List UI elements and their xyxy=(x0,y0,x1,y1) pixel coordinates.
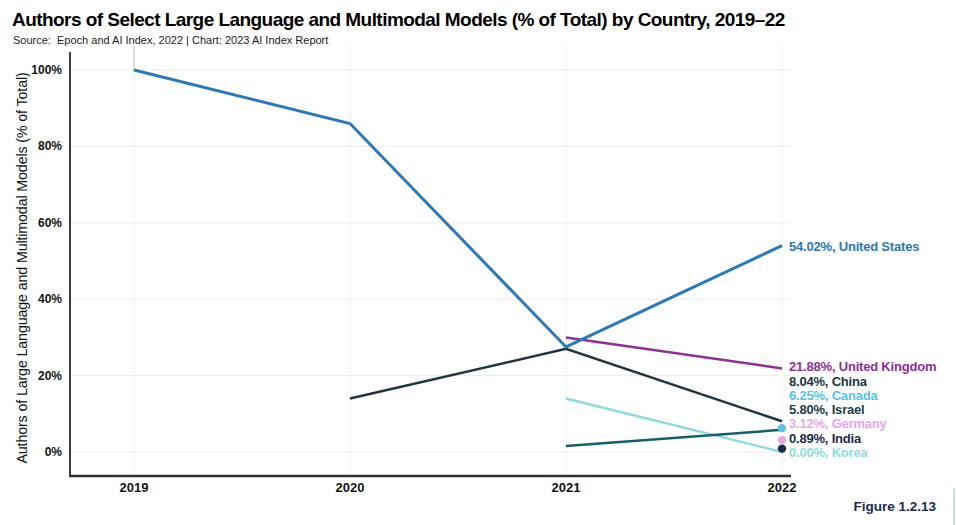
y-tick-label: 80% xyxy=(38,139,62,153)
chart-source: Source: Epoch and AI Index, 2022 | Chart… xyxy=(13,34,328,46)
y-tick-label: 20% xyxy=(38,369,62,383)
series-label-india: 0.89%, India xyxy=(789,431,862,446)
line-united-states xyxy=(134,70,782,347)
y-tick-label: 100% xyxy=(31,63,62,77)
series-label-canada: 6.25%, Canada xyxy=(789,388,878,403)
x-tick-label: 2020 xyxy=(336,480,365,495)
y-tick-label: 0% xyxy=(45,445,63,459)
dot-germany xyxy=(778,436,786,444)
series-label-china: 8.04%, China xyxy=(789,374,868,389)
series-label-united-states: 54.02%, United States xyxy=(789,239,919,254)
y-axis-title: Authors of Large Language and Multimodal… xyxy=(14,72,30,463)
x-tick-label: 2022 xyxy=(768,480,797,495)
line-united-kingdom xyxy=(566,337,782,368)
series-label-korea: 0.00%, Korea xyxy=(789,445,869,460)
chart-title: Authors of Select Large Language and Mul… xyxy=(12,9,785,31)
line-chart: 0% 20% 40% 60% 80% 100% 2019 2020 2021 2022 Author… xyxy=(0,0,956,525)
x-tick-label: 2019 xyxy=(120,480,149,495)
x-tick-label: 2021 xyxy=(552,480,581,495)
y-tick-label: 60% xyxy=(38,216,62,230)
dot-india xyxy=(778,444,786,452)
figure-caption: Figure 1.2.13 xyxy=(853,499,936,514)
page-edge-accent xyxy=(953,488,955,525)
y-tick-label: 40% xyxy=(38,292,62,306)
series-label-germany: 3.12%, Germany xyxy=(789,416,888,431)
figure-1-2-13: Authors of Select Large Language and Mul… xyxy=(0,0,956,525)
dot-canada xyxy=(778,424,786,432)
series-label-israel: 5.80%, Israel xyxy=(789,402,864,417)
series-label-united-kingdom: 21.88%, United Kingdom xyxy=(789,359,936,374)
